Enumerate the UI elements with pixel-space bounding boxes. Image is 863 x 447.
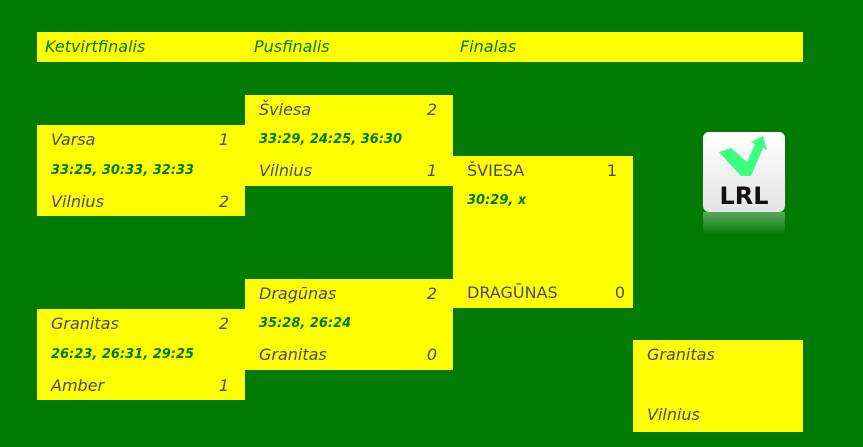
header-quarterfinals: Ketvirtfinalis	[45, 37, 146, 56]
team-name: Varsa	[51, 130, 96, 149]
team-row: Dragūnas 2	[259, 279, 437, 309]
team-name: Amber	[51, 376, 105, 395]
team-score: 2	[426, 100, 437, 119]
quarterfinal-match-2: Granitas 2 26:23, 26:31, 29:25 Amber 1	[37, 309, 245, 400]
team-name: Granitas	[259, 345, 327, 364]
team-name: Granitas	[51, 314, 119, 333]
team-score: 1	[218, 376, 229, 395]
match-results: 30:29, x	[467, 193, 527, 208]
team-score: 0	[614, 283, 625, 302]
team-name: Vilnius	[647, 405, 700, 424]
team-name: Vilnius	[51, 192, 104, 211]
final-match: ŠVIESA 1 30:29, x DRAGŪNAS 0	[453, 156, 633, 308]
semifinal-match-2: Dragūnas 2 35:28, 26:24 Granitas 0	[245, 279, 453, 370]
semifinal-match-1: Šviesa 2 33:29, 24:25, 36:30 Vilnius 1	[245, 95, 453, 186]
team-score: 1	[606, 161, 617, 180]
team-name: Granitas	[647, 345, 715, 364]
team-score: 2	[218, 314, 229, 333]
match-results: 35:28, 26:24	[259, 316, 352, 331]
team-score: 2	[218, 192, 229, 211]
match-results: 33:25, 30:33, 32:33	[51, 163, 195, 178]
team-row: ŠVIESA 1	[467, 156, 617, 186]
team-score: 0	[426, 345, 437, 364]
header-semifinals: Pusfinalis	[254, 37, 330, 56]
team-row: Vilnius 1	[259, 156, 437, 186]
team-name: Šviesa	[259, 100, 312, 119]
team-row: Varsa 1	[51, 125, 229, 155]
team-name: DRAGŪNAS	[467, 283, 558, 302]
team-name: ŠVIESA	[467, 161, 525, 180]
team-name: Vilnius	[259, 161, 312, 180]
team-row: DRAGŪNAS 0	[467, 278, 625, 308]
quarterfinal-match-1: Varsa 1 33:25, 30:33, 32:33 Vilnius 2	[37, 125, 245, 216]
logo-text: LRL	[719, 182, 769, 210]
team-row: Vilnius 2	[51, 187, 229, 217]
team-score: 1	[218, 130, 229, 149]
lrl-logo: LRL	[703, 132, 785, 212]
header-final: Finalas	[460, 37, 517, 56]
team-score: 2	[426, 284, 437, 303]
third-place-match: Granitas Vilnius	[633, 340, 803, 432]
match-results: 33:29, 24:25, 36:30	[259, 132, 403, 147]
team-row: Granitas 0	[259, 340, 437, 370]
team-row: Šviesa 2	[259, 95, 437, 125]
logo-reflection	[703, 212, 785, 236]
team-row: Granitas 2	[51, 309, 229, 339]
logo-arrow-icon	[719, 136, 767, 176]
team-row: Amber 1	[51, 371, 229, 401]
round-header-bar: Ketvirtfinalis Pusfinalis Finalas	[37, 32, 803, 62]
team-name: Dragūnas	[259, 284, 337, 303]
team-score: 1	[426, 161, 437, 180]
match-results: 26:23, 26:31, 29:25	[51, 347, 195, 362]
